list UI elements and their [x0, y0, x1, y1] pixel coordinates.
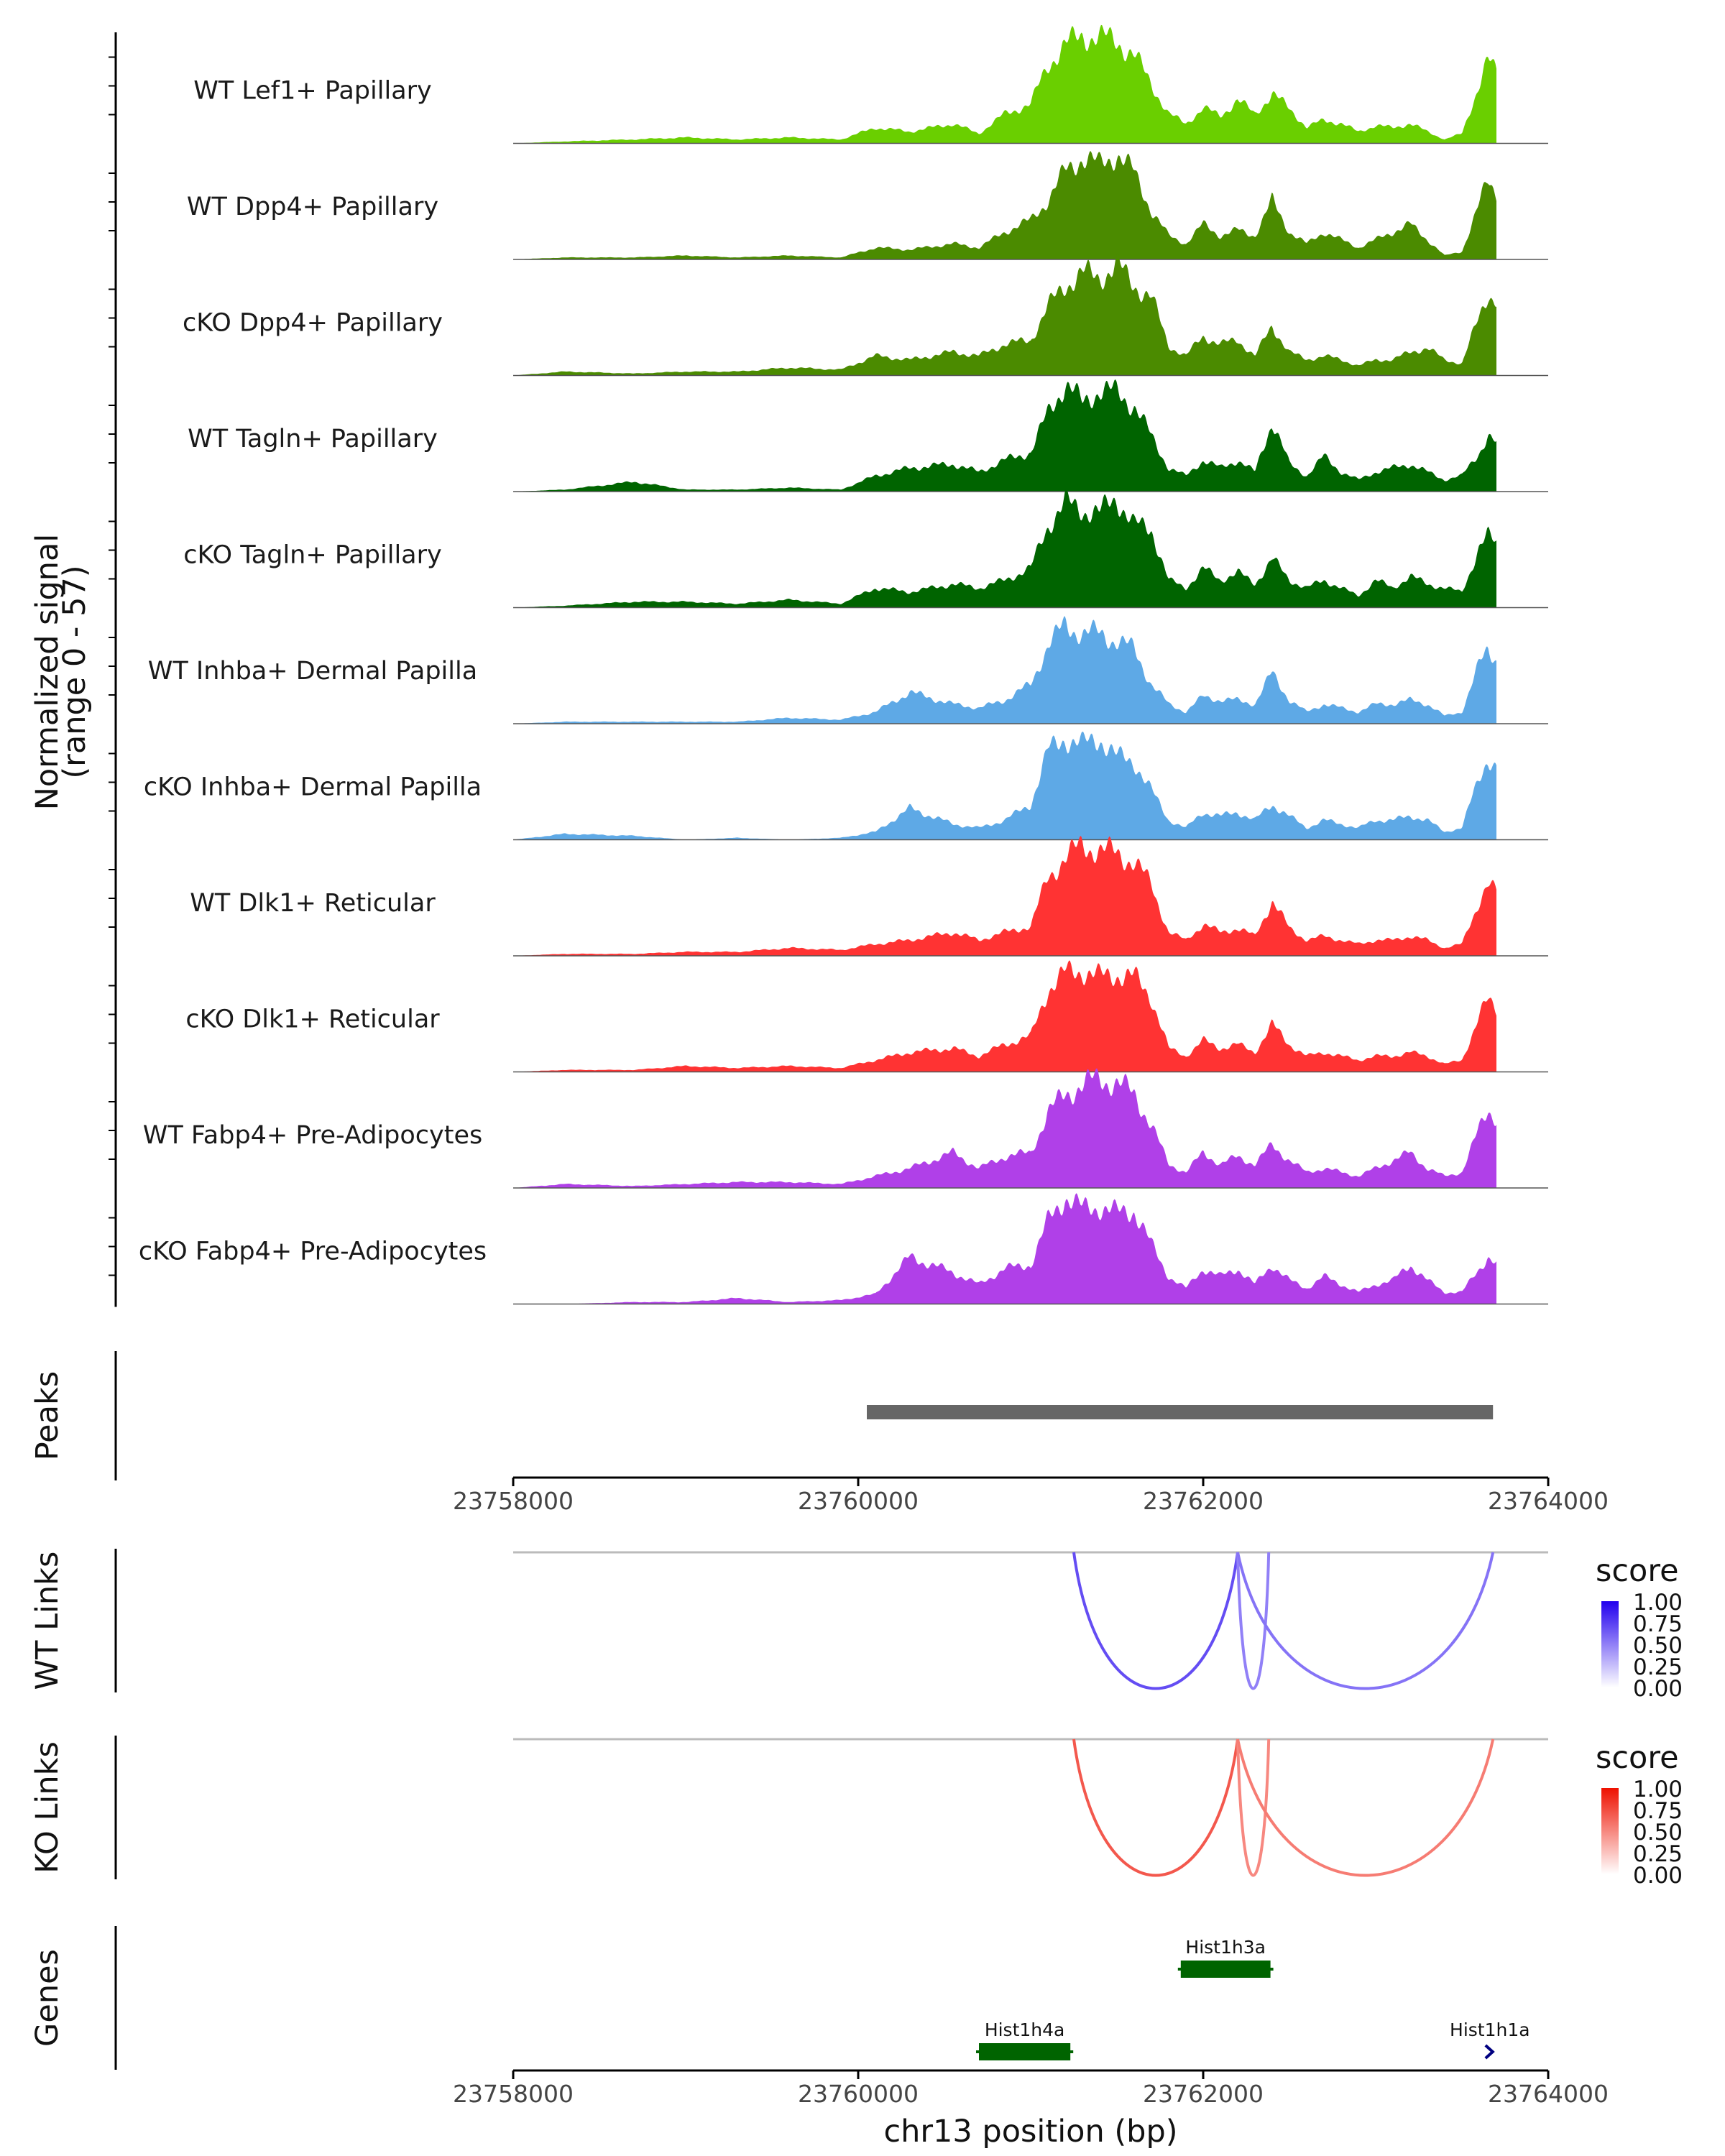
wt-links-track-title: WT Links: [29, 1552, 65, 1690]
ko-legend-tick-5: 0.00: [1633, 1863, 1683, 1889]
coverage-area-7: [513, 732, 1496, 840]
coverage-track-2: WT Dpp4+ Papillary: [187, 151, 1548, 260]
coverage-y-title-line2: (range 0 - 57): [57, 565, 93, 778]
coverage-track-10: WT Fabp4+ Pre-Adipocytes: [143, 1068, 1548, 1189]
ko-links-layer: [513, 1738, 1548, 1877]
coverage-track-8: WT Dlk1+ Reticular: [190, 836, 1548, 957]
wt-link-arc-1: [1072, 1552, 1239, 1690]
coverage-area-4: [513, 379, 1496, 492]
gene-strand-arrow-3: [1484, 2044, 1495, 2060]
coverage-area-9: [513, 960, 1496, 1072]
coverage-area-2: [513, 151, 1496, 259]
ko-link-arc-1: [1072, 1738, 1239, 1877]
coverage-track-label-8: WT Dlk1+ Reticular: [190, 889, 436, 918]
coverage-track-label-9: cKO Dlk1+ Reticular: [185, 1005, 440, 1034]
coverage-area-8: [513, 836, 1496, 956]
coverage-track-label-1: WT Lef1+ Papillary: [193, 77, 432, 106]
gene-label-1: Hist1h3a: [1185, 1937, 1266, 1958]
ko-links-legend: score 1.00 0.75 0.50 0.25 0.00: [1596, 1740, 1683, 1889]
coverage-track-label-2: WT Dpp4+ Papillary: [187, 193, 438, 221]
coverage-track-label-5: cKO Tagln+ Papillary: [183, 541, 442, 570]
x-axis-title: chr13 position (bp): [883, 2114, 1177, 2150]
coverage-area-1: [513, 24, 1496, 144]
ko-legend-title: score: [1596, 1740, 1679, 1776]
gene-label-2: Hist1h4a: [985, 2019, 1065, 2040]
ko-legend-tick-1: 1.00: [1633, 1777, 1683, 1802]
coverage-track-label-7: cKO Inhba+ Dermal Papilla: [144, 773, 482, 802]
wt-legend-tick-2: 0.75: [1633, 1611, 1683, 1637]
coverage-area-6: [513, 616, 1496, 724]
peaks-layer: [867, 1405, 1494, 1419]
coverage-track-label-6: WT Inhba+ Dermal Papilla: [148, 657, 477, 686]
x-axis-bottom: 23758000 23760000 23762000 23764000 chr1…: [453, 2069, 1609, 2150]
peaks-track-title: Peaks: [29, 1371, 65, 1461]
ko-legend-colorbar: [1601, 1788, 1619, 1874]
x-tick-label-bottom-2: 23760000: [798, 2080, 919, 2108]
ko-legend-tick-3: 0.50: [1633, 1820, 1683, 1846]
wt-legend-tick-4: 0.25: [1633, 1654, 1683, 1680]
gene-label-3: Hist1h1a: [1450, 2019, 1530, 2040]
genes-track-title: Genes: [29, 1949, 65, 2047]
coverage-y-title-line1: Normalized signal: [29, 534, 65, 811]
coverage-track-5: cKO Tagln+ Papillary: [183, 489, 1548, 609]
coverage-area-11: [513, 1193, 1496, 1304]
x-tick-label-bottom-3: 23762000: [1143, 2080, 1264, 2108]
coverage-y-axis: [109, 32, 117, 1307]
coverage-tracks: WT Lef1+ Papillary WT Dpp4+ Papillary cKO …: [139, 24, 1548, 1305]
x-tick-label-bottom-1: 23758000: [453, 2080, 574, 2108]
ko-legend-tick-2: 0.75: [1633, 1798, 1683, 1824]
x-tick-label-4: 23764000: [1488, 1487, 1609, 1515]
wt-link-arc-3: [1236, 1552, 1495, 1690]
ko-link-arc-3: [1236, 1738, 1495, 1877]
ko-links-track-title: KO Links: [29, 1741, 65, 1874]
coverage-track-7: cKO Inhba+ Dermal Papilla: [144, 732, 1548, 841]
coverage-track-11: cKO Fabp4+ Pre-Adipocytes: [139, 1193, 1548, 1305]
x-tick-label-3: 23762000: [1143, 1487, 1264, 1515]
coverage-track-9: cKO Dlk1+ Reticular: [185, 960, 1548, 1073]
x-tick-label-bottom-4: 23764000: [1488, 2080, 1609, 2108]
coverage-track-4: WT Tagln+ Papillary: [188, 379, 1548, 492]
ko-legend-tick-4: 0.25: [1633, 1841, 1683, 1867]
coverage-track-label-3: cKO Dpp4+ Papillary: [183, 309, 443, 338]
x-tick-label-1: 23758000: [453, 1487, 574, 1515]
wt-link-arc-2: [1236, 1552, 1271, 1690]
coverage-track-3: cKO Dpp4+ Papillary: [183, 252, 1548, 377]
ko-link-arc-2: [1236, 1738, 1271, 1877]
coverage-track-1: WT Lef1+ Papillary: [193, 24, 1548, 144]
wt-links-legend: score 1.00 0.75 0.50 0.25 0.00: [1596, 1553, 1683, 1702]
wt-links-layer: [513, 1551, 1548, 1690]
wt-legend-title: score: [1596, 1553, 1679, 1589]
coverage-track-label-11: cKO Fabp4+ Pre-Adipocytes: [139, 1238, 487, 1266]
x-tick-label-2: 23760000: [798, 1487, 919, 1515]
peak-interval-1: [867, 1405, 1494, 1419]
genes-layer: Hist1h3a Hist1h4a Hist1h1a: [976, 1937, 1530, 2060]
x-axis-middle: 23758000 23760000 23762000 23764000: [453, 1476, 1609, 1515]
coverage-track-6: WT Inhba+ Dermal Papilla: [148, 616, 1548, 724]
wt-legend-tick-3: 0.50: [1633, 1633, 1683, 1659]
wt-legend-colorbar: [1601, 1601, 1619, 1687]
coverage-track-label-10: WT Fabp4+ Pre-Adipocytes: [143, 1121, 482, 1150]
coverage-track-label-4: WT Tagln+ Papillary: [188, 425, 438, 453]
coverage-area-3: [513, 252, 1496, 376]
coverage-area-10: [513, 1068, 1496, 1188]
wt-legend-tick-5: 0.00: [1633, 1676, 1683, 1702]
wt-legend-tick-1: 1.00: [1633, 1590, 1683, 1616]
coverage-area-5: [513, 489, 1496, 608]
